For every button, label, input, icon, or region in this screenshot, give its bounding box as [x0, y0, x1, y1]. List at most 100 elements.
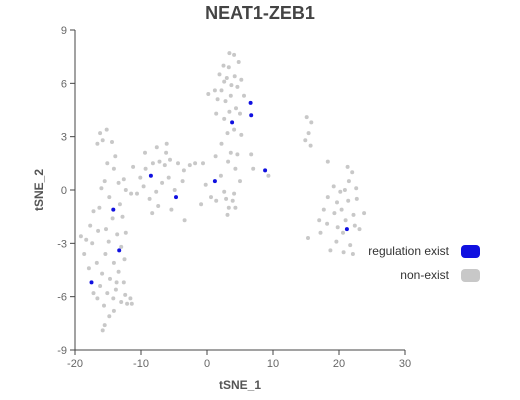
point-non-exist	[203, 182, 208, 187]
point-non-exist	[99, 186, 104, 191]
point-non-exist	[116, 180, 121, 185]
point-non-exist	[339, 207, 344, 212]
point-non-exist	[212, 88, 217, 93]
point-non-exist	[88, 223, 93, 228]
point-non-exist	[232, 52, 237, 57]
point-non-exist	[238, 179, 242, 184]
point-non-exist	[129, 191, 134, 196]
point-non-exist	[180, 179, 185, 184]
point-non-exist	[154, 145, 159, 150]
point-non-exist	[117, 202, 122, 207]
point-non-exist	[100, 138, 105, 143]
point-non-exist	[325, 221, 330, 226]
point-non-exist	[115, 232, 120, 237]
point-non-exist	[95, 296, 100, 301]
point-non-exist	[95, 141, 100, 146]
point-non-exist	[228, 150, 233, 155]
point-non-exist	[110, 140, 114, 144]
point-non-exist	[218, 173, 223, 178]
point-non-exist	[227, 51, 232, 56]
point-regulation-exist	[249, 113, 254, 118]
point-non-exist	[206, 92, 211, 96]
point-non-exist	[123, 188, 128, 192]
point-non-exist	[345, 164, 350, 169]
point-non-exist	[181, 168, 186, 173]
legend-swatch	[461, 269, 480, 282]
point-non-exist	[232, 127, 237, 132]
point-non-exist	[135, 191, 139, 196]
point-non-exist	[332, 211, 337, 216]
point-non-exist	[232, 191, 237, 196]
point-non-exist	[214, 111, 219, 116]
point-non-exist	[116, 269, 121, 274]
point-non-exist	[193, 161, 198, 166]
point-non-exist	[331, 184, 336, 189]
point-regulation-exist	[230, 120, 235, 125]
point-non-exist	[168, 157, 172, 162]
point-non-exist	[110, 216, 115, 221]
x-tick-label: -10	[133, 358, 149, 370]
point-non-exist	[266, 173, 271, 178]
point-non-exist	[354, 186, 359, 191]
point-regulation-exist	[117, 248, 122, 253]
point-non-exist	[172, 188, 177, 192]
point-non-exist	[129, 301, 134, 306]
point-non-exist	[225, 212, 230, 217]
point-non-exist	[131, 164, 136, 169]
point-non-exist	[238, 111, 242, 116]
point-non-exist	[233, 205, 238, 210]
point-regulation-exist	[248, 100, 253, 105]
point-non-exist	[103, 252, 108, 256]
point-non-exist	[226, 159, 231, 164]
point-non-exist	[91, 291, 96, 296]
point-non-exist	[123, 230, 128, 235]
point-non-exist	[346, 179, 351, 184]
point-non-exist	[166, 175, 171, 180]
point-non-exist	[342, 188, 347, 192]
point-non-exist	[141, 184, 146, 189]
point-non-exist	[223, 99, 228, 104]
point-non-exist	[249, 152, 254, 157]
point-non-exist	[335, 225, 340, 230]
point-non-exist	[304, 115, 309, 120]
point-non-exist	[217, 72, 222, 77]
point-non-exist	[122, 257, 127, 262]
y-tick-label: -9	[57, 345, 67, 357]
point-non-exist	[150, 161, 155, 166]
point-non-exist	[341, 230, 345, 235]
point-non-exist	[108, 276, 112, 281]
point-non-exist	[325, 159, 330, 164]
point-regulation-exist	[212, 179, 217, 184]
point-non-exist	[230, 198, 235, 203]
point-non-exist	[120, 214, 125, 219]
point-non-exist	[113, 287, 118, 292]
point-non-exist	[201, 161, 205, 166]
x-axis-label: tSNE_1	[219, 378, 261, 392]
point-non-exist	[341, 250, 346, 255]
point-regulation-exist	[174, 195, 178, 200]
point-non-exist	[227, 109, 232, 114]
point-non-exist	[234, 106, 238, 111]
point-non-exist	[335, 200, 339, 205]
point-non-exist	[121, 280, 126, 285]
point-non-exist	[154, 189, 159, 194]
point-non-exist	[119, 300, 124, 304]
point-non-exist	[90, 241, 95, 246]
point-non-exist	[251, 166, 256, 171]
point-non-exist	[111, 260, 116, 265]
point-non-exist	[111, 308, 116, 313]
point-non-exist	[94, 260, 99, 265]
point-regulation-exist	[263, 168, 268, 173]
point-non-exist	[225, 131, 230, 136]
legend-label: regulation exist	[368, 244, 449, 258]
point-non-exist	[128, 296, 133, 301]
point-non-exist	[106, 239, 111, 244]
point-non-exist	[338, 189, 343, 194]
point-non-exist	[84, 237, 89, 242]
point-non-exist	[328, 248, 333, 253]
point-non-exist	[111, 296, 116, 301]
point-non-exist	[138, 175, 143, 180]
point-non-exist	[143, 150, 147, 155]
point-non-exist	[215, 97, 220, 102]
